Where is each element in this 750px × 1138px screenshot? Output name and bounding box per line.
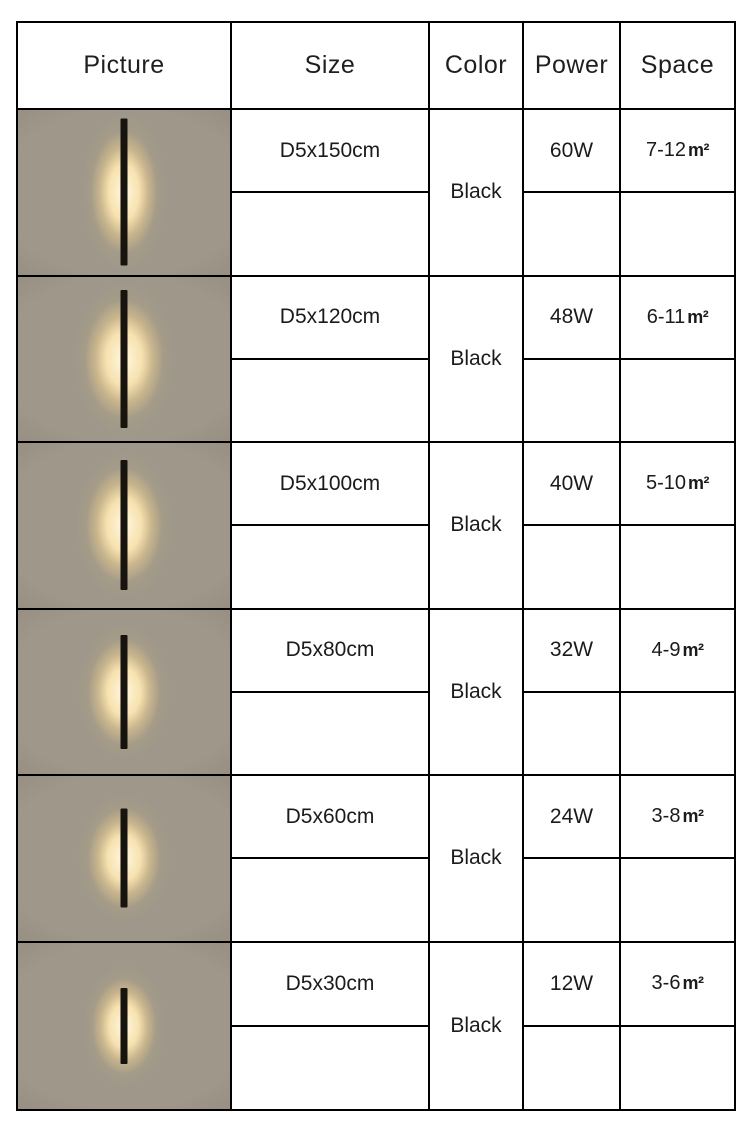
space-value: 5-10 m² (645, 472, 710, 495)
space-value: 7-12 m² (645, 139, 710, 162)
space-cell: 7-12 m² (621, 110, 734, 277)
size-empty-subcell (232, 693, 428, 774)
color-value: Black (450, 180, 502, 204)
size-value: D5x80cm (285, 638, 375, 662)
space-empty-subcell (621, 526, 734, 607)
picture-cell (18, 276, 232, 443)
color-value: Black (450, 346, 502, 370)
power-cell: 24W (524, 776, 621, 943)
color-cell: Black (430, 276, 524, 443)
color-cell: Black (430, 776, 524, 943)
picture-cell (18, 110, 232, 277)
power-value: 48W (549, 305, 594, 329)
size-cell: D5x30cm (232, 942, 430, 1109)
linear-wall-lamp-icon (120, 987, 128, 1064)
power-empty-subcell (524, 859, 619, 940)
size-value: D5x60cm (285, 804, 375, 828)
color-cell: Black (430, 609, 524, 776)
size-empty-subcell (232, 859, 428, 940)
power-empty-subcell (524, 693, 619, 774)
header-cell-space: Space (621, 23, 734, 110)
color-cell: Black (430, 942, 524, 1109)
power-empty-subcell (524, 360, 619, 441)
linear-wall-lamp-icon (120, 808, 128, 908)
picture-cell (18, 776, 232, 943)
size-value: D5x30cm (285, 971, 375, 995)
square-meter-unit: m² (688, 140, 710, 161)
color-value: Black (450, 1013, 502, 1037)
picture-cell (18, 942, 232, 1109)
size-cell: D5x100cm (232, 443, 430, 610)
size-value: D5x120cm (279, 305, 381, 329)
space-empty-subcell (621, 1027, 734, 1109)
color-cell: Black (430, 110, 524, 277)
space-value: 6-11 m² (646, 305, 709, 328)
space-empty-subcell (621, 693, 734, 774)
power-cell: 32W (524, 609, 621, 776)
space-empty-subcell (621, 360, 734, 441)
power-cell: 12W (524, 942, 621, 1109)
power-cell: 60W (524, 110, 621, 277)
size-value: D5x100cm (279, 471, 381, 495)
color-value: Black (450, 513, 502, 537)
size-value: D5x150cm (279, 138, 381, 162)
size-empty-subcell (232, 360, 428, 441)
square-meter-unit: m² (687, 306, 709, 327)
space-empty-subcell (621, 859, 734, 940)
size-empty-subcell (232, 1027, 428, 1109)
space-value: 3-6 m² (651, 972, 704, 995)
size-empty-subcell (232, 526, 428, 607)
space-value: 4-9 m² (651, 638, 704, 661)
picture-cell (18, 609, 232, 776)
linear-wall-lamp-icon (120, 460, 128, 591)
linear-wall-lamp-icon (120, 289, 128, 428)
size-empty-subcell (232, 193, 428, 274)
power-empty-subcell (524, 1027, 619, 1109)
size-cell: D5x120cm (232, 276, 430, 443)
square-meter-unit: m² (682, 639, 704, 660)
color-value: Black (450, 846, 502, 870)
size-cell: D5x60cm (232, 776, 430, 943)
linear-wall-lamp-icon (120, 118, 128, 266)
picture-cell (18, 443, 232, 610)
power-cell: 40W (524, 443, 621, 610)
size-cell: D5x150cm (232, 110, 430, 277)
space-cell: 3-6 m² (621, 943, 734, 1110)
power-value: 32W (549, 638, 594, 662)
linear-wall-lamp-icon (120, 634, 128, 749)
space-empty-subcell (621, 193, 734, 274)
space-value: 3-8 m² (651, 805, 704, 828)
product-spec-table: Picture Size Color Power Space D5x150cm … (16, 21, 736, 1111)
space-cell: 3-8 m² (621, 776, 734, 943)
power-value: 60W (549, 138, 594, 162)
power-value: 40W (549, 471, 594, 495)
power-empty-subcell (524, 526, 619, 607)
size-cell: D5x80cm (232, 609, 430, 776)
power-cell: 48W (524, 276, 621, 443)
header-cell-picture: Picture (18, 23, 232, 110)
header-cell-power: Power (524, 23, 621, 110)
header-cell-size: Size (232, 23, 430, 110)
power-empty-subcell (524, 193, 619, 274)
space-cell: 5-10 m² (621, 443, 734, 610)
square-meter-unit: m² (682, 973, 704, 994)
space-cell: 6-11 m² (621, 277, 734, 443)
power-value: 24W (549, 804, 594, 828)
square-meter-unit: m² (688, 473, 710, 494)
power-value: 12W (549, 971, 594, 995)
color-cell: Black (430, 443, 524, 610)
header-cell-color: Color (430, 23, 524, 110)
square-meter-unit: m² (682, 806, 704, 827)
space-cell: 4-9 m² (621, 610, 734, 776)
color-value: Black (450, 679, 502, 703)
